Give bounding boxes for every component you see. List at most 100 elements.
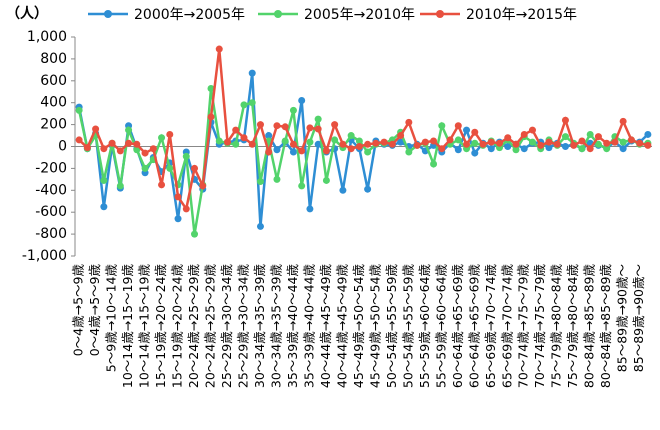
- legend-marker: [436, 10, 444, 18]
- point: [430, 137, 438, 145]
- point: [174, 215, 182, 223]
- point: [487, 145, 495, 153]
- point: [347, 145, 355, 153]
- series-line: [78, 48, 649, 213]
- point: [528, 138, 536, 146]
- point: [355, 137, 363, 145]
- point: [421, 138, 429, 146]
- x-tick-label: 35～39歳→40～44歳: [301, 264, 316, 389]
- point: [561, 116, 569, 124]
- point: [314, 125, 322, 133]
- point: [322, 147, 330, 155]
- point: [322, 176, 330, 184]
- point: [471, 128, 479, 136]
- point: [289, 106, 297, 114]
- point: [281, 137, 289, 145]
- y-tick-label: -200: [35, 160, 67, 176]
- point: [405, 118, 413, 126]
- point: [454, 136, 462, 144]
- point: [133, 140, 141, 148]
- point: [232, 126, 240, 134]
- point: [166, 130, 174, 138]
- point: [215, 45, 223, 53]
- point: [561, 143, 569, 150]
- point: [75, 136, 83, 144]
- point: [248, 69, 256, 77]
- point: [479, 140, 487, 148]
- point: [191, 230, 199, 238]
- point: [331, 121, 339, 129]
- point: [603, 139, 611, 147]
- legend-label: 2010年→2015年: [466, 7, 577, 23]
- point: [331, 136, 339, 144]
- x-tick-label: 50～54歳→55～59歳: [400, 264, 415, 389]
- point: [520, 145, 528, 153]
- point: [619, 138, 627, 146]
- x-tick-label: 40～44歳→45～49歳: [318, 264, 333, 389]
- point: [240, 134, 248, 142]
- point: [298, 147, 306, 155]
- point: [405, 148, 413, 156]
- x-tick-label: 55～59歳→60～64歳: [417, 264, 432, 389]
- x-tick-label: 75～79歳→80～84歳: [549, 264, 564, 389]
- point: [463, 140, 471, 148]
- point: [430, 160, 438, 168]
- point: [545, 138, 553, 146]
- x-tick-label: 50～54歳→55～59歳: [384, 264, 399, 389]
- y-axis-label: （人）: [6, 5, 48, 22]
- point: [116, 182, 124, 190]
- x-tick-label: 25～29歳→30～34歳: [219, 264, 234, 389]
- x-tick-label: 45～49歳→50～54歳: [351, 264, 366, 389]
- point: [281, 123, 289, 131]
- legend-marker: [104, 10, 112, 18]
- x-tick-label: 60～64歳→65～69歳: [450, 264, 465, 389]
- point: [141, 164, 149, 172]
- x-tick-label: 75～79歳→80～84歳: [565, 264, 580, 389]
- point: [75, 106, 83, 114]
- x-tick-label: 25～29歳→30～34歳: [235, 264, 250, 389]
- x-tick-label: 45～49歳→50～54歳: [367, 264, 382, 389]
- point: [306, 138, 314, 146]
- point: [314, 115, 322, 123]
- point: [512, 146, 520, 154]
- point: [471, 139, 479, 147]
- point: [174, 193, 182, 201]
- point: [537, 141, 545, 149]
- point: [314, 140, 322, 148]
- x-tick-label: 65～69歳→70～74歳: [499, 264, 514, 389]
- point: [133, 146, 141, 154]
- point: [116, 147, 124, 155]
- point: [298, 182, 306, 190]
- point: [619, 117, 627, 125]
- x-tick-label: 15～19歳→20～24歳: [153, 264, 168, 389]
- point: [619, 145, 627, 153]
- point: [347, 132, 355, 140]
- point: [273, 146, 281, 154]
- point: [644, 130, 652, 138]
- point: [578, 137, 586, 145]
- x-tick-label: 20～24歳→25～29歳: [203, 264, 218, 389]
- point: [372, 139, 380, 147]
- x-tick-label: 80～84歳→85～89歳: [598, 264, 613, 389]
- point: [306, 124, 314, 132]
- x-tick-label: 10～14歳→15～19歳: [120, 264, 135, 389]
- legend-label: 2000年→2005年: [134, 7, 245, 23]
- point: [603, 145, 611, 153]
- point: [578, 145, 586, 153]
- point: [380, 138, 388, 146]
- point: [223, 138, 231, 146]
- point: [100, 176, 108, 184]
- point: [463, 126, 471, 134]
- point: [265, 132, 273, 140]
- point: [265, 148, 273, 156]
- point: [364, 185, 372, 193]
- point: [256, 222, 264, 230]
- x-tick-label: 85～89歳→90歳～: [631, 264, 646, 372]
- point: [471, 149, 479, 157]
- point: [520, 130, 528, 138]
- x-tick-label: 0～4歳→5～9歳: [71, 264, 86, 357]
- point: [561, 133, 569, 141]
- x-tick-label: 65～69歳→70～74歳: [483, 264, 498, 389]
- point: [125, 126, 133, 134]
